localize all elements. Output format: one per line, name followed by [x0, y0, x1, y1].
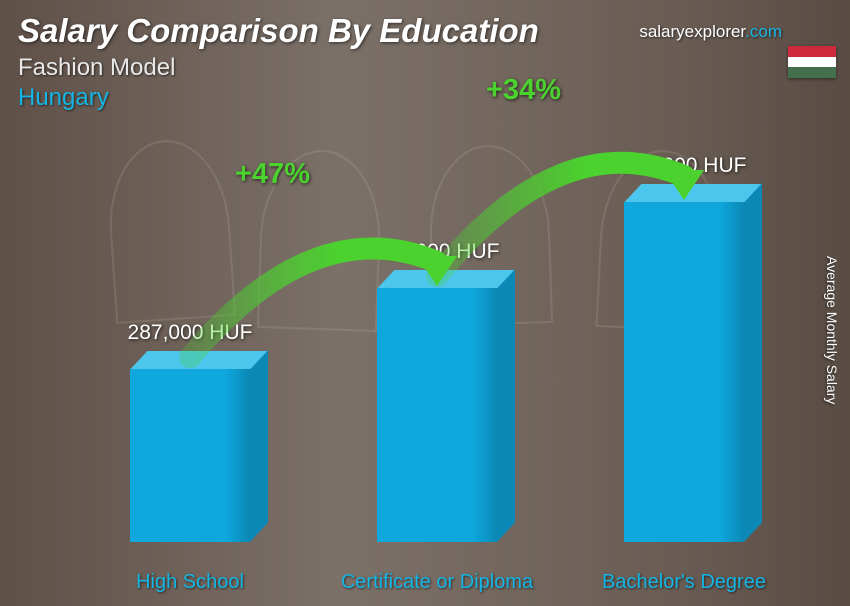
increase-arrow-1 [0, 0, 850, 606]
increase-pct-1: +34% [486, 74, 561, 107]
